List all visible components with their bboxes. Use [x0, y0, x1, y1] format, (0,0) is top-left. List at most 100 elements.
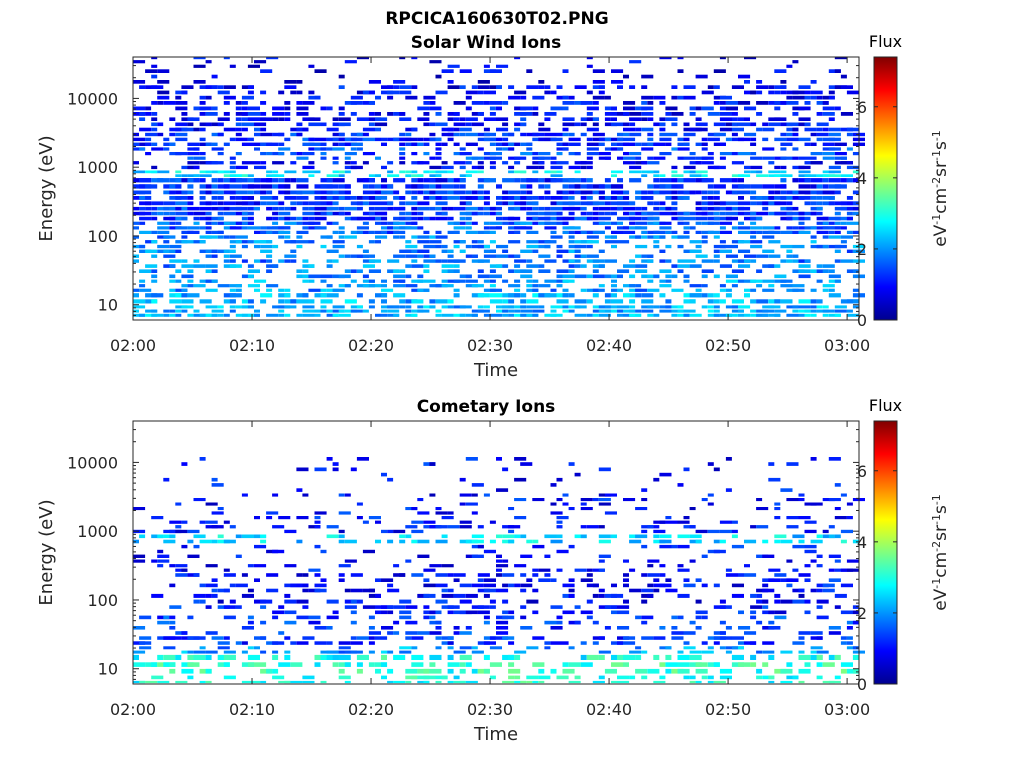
heatmap-cell: [453, 127, 460, 132]
heatmap-cell: [229, 309, 236, 313]
heatmap-cell: [713, 274, 720, 279]
heatmap-cell: [508, 668, 521, 674]
heatmap-cell: [659, 178, 672, 183]
heatmap-cell: [441, 534, 448, 539]
heatmap-cell: [429, 620, 442, 625]
heatmap-cell: [260, 69, 273, 73]
heatmap-cell: [520, 534, 527, 539]
heatmap-cell: [254, 636, 267, 640]
heatmap-cell: [308, 299, 315, 304]
heatmap-cell: [211, 161, 224, 165]
heatmap-cell: [677, 564, 684, 568]
heatmap-cell: [205, 142, 212, 146]
heatmap-cell: [659, 190, 672, 195]
heatmap-cell: [550, 165, 563, 170]
heatmap-cell: [502, 610, 509, 615]
heatmap-cell: [435, 147, 442, 151]
heatmap-cell: [459, 221, 466, 225]
heatmap-cell: [731, 259, 744, 263]
heatmap-cell: [344, 662, 351, 667]
heatmap-cell: [641, 254, 654, 258]
heatmap-cell: [477, 137, 490, 142]
heatmap-cell: [659, 152, 672, 156]
heatmap-cell: [169, 605, 182, 609]
heatmap-cell: [641, 498, 648, 502]
heatmap-cell: [193, 127, 200, 132]
heatmap-cell: [544, 240, 557, 244]
colorbar-tick-label: 2: [857, 240, 867, 259]
heatmap-cell: [405, 201, 418, 206]
heatmap-cell: [350, 201, 363, 206]
heatmap-cell: [731, 309, 744, 313]
heatmap-cell: [750, 610, 757, 615]
heatmap-cell: [792, 309, 799, 313]
heatmap-cell: [393, 112, 406, 116]
heatmap-cell: [750, 156, 763, 160]
heatmap-cell: [798, 654, 811, 660]
heatmap-cell: [296, 235, 303, 239]
heatmap-cell: [683, 137, 690, 142]
heatmap-cell: [713, 305, 720, 309]
heatmap-cell: [302, 588, 309, 593]
heatmap-cell: [852, 269, 859, 273]
heatmap-cell: [326, 457, 333, 461]
heatmap-cell: [816, 95, 823, 100]
heatmap-cell: [133, 554, 146, 558]
heatmap-cell: [205, 264, 218, 268]
heatmap-cell: [653, 206, 660, 211]
heatmap-cell: [139, 646, 152, 650]
heatmap-cell: [592, 498, 599, 502]
heatmap-cell: [731, 529, 738, 534]
heatmap-cell: [314, 196, 321, 200]
heatmap-cell: [623, 152, 629, 156]
heatmap-cell: [441, 264, 454, 268]
heatmap-cell: [157, 211, 164, 216]
heatmap-cell: [683, 578, 690, 582]
heatmap-cell: [586, 299, 593, 304]
heatmap-cell: [157, 170, 170, 174]
heatmap-cell: [665, 206, 672, 211]
heatmap-cell: [133, 244, 146, 249]
heatmap-cell: [169, 520, 182, 524]
heatmap-cell: [290, 201, 297, 206]
heatmap-cell: [780, 80, 787, 84]
heatmap-cell: [520, 313, 533, 317]
heatmap-cell: [465, 610, 478, 615]
heatmap-cell: [483, 226, 490, 230]
heatmap-cell: [780, 668, 793, 674]
heatmap-cell: [604, 274, 617, 279]
heatmap-cell: [762, 226, 775, 230]
heatmap-cell: [738, 74, 751, 79]
heatmap-cell: [756, 309, 769, 313]
heatmap-cell: [211, 249, 218, 253]
heatmap-cell: [665, 520, 678, 524]
heatmap-cell: [453, 221, 460, 225]
heatmap-cell: [139, 206, 146, 211]
heatmap-cell: [296, 244, 303, 249]
heatmap-cell: [459, 249, 466, 253]
heatmap-cell: [756, 675, 763, 680]
heatmap-cell: [381, 313, 387, 317]
heatmap-cell: [774, 137, 787, 142]
heatmap-cell: [774, 502, 781, 506]
heatmap-cell: [223, 662, 230, 667]
heatmap-cell: [756, 299, 769, 304]
heatmap-cell: [217, 534, 224, 539]
heatmap-cell: [368, 588, 375, 593]
heatmap-cell: [816, 206, 823, 211]
heatmap-cell: [701, 554, 708, 558]
heatmap-cell: [151, 279, 158, 283]
heatmap-cell: [235, 137, 248, 142]
heatmap-cell: [544, 211, 557, 216]
heatmap-cell: [786, 662, 793, 667]
heatmap-cell: [205, 95, 212, 100]
heatmap-cell: [199, 206, 212, 211]
x-tick-label: 02:30: [467, 700, 513, 719]
heatmap-cell: [623, 122, 629, 127]
heatmap-cell: [762, 641, 775, 645]
heatmap-cell: [338, 650, 351, 654]
heatmap-cell: [496, 244, 509, 249]
heatmap-cell: [502, 299, 509, 304]
heatmap-cell: [223, 520, 230, 524]
heatmap-cell: [556, 161, 569, 165]
